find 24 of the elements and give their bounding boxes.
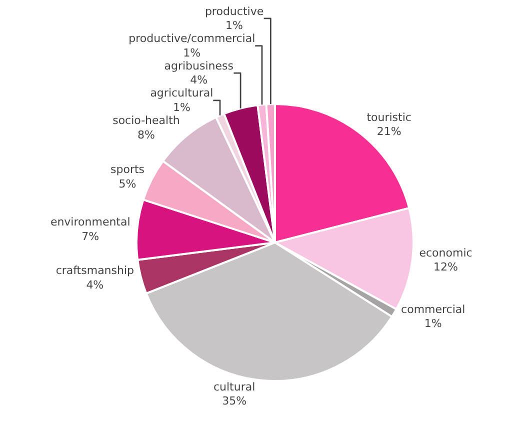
slice-label: commercial bbox=[401, 302, 466, 316]
data-label: 1% bbox=[172, 101, 190, 114]
data-label: 8% bbox=[137, 128, 155, 142]
slice-label: productive bbox=[204, 4, 264, 18]
data-label: 1% bbox=[424, 317, 442, 330]
data-label: 21% bbox=[376, 125, 402, 138]
slice-label: sports bbox=[110, 163, 145, 176]
slice-label: economic bbox=[419, 246, 472, 260]
slice-label: craftsmanship bbox=[56, 264, 134, 278]
slice-label: productive/commercial bbox=[128, 32, 256, 46]
data-label: 35% bbox=[222, 394, 247, 408]
slice-label: touristic bbox=[366, 110, 412, 124]
data-label: 7% bbox=[82, 230, 100, 243]
slice-label: agricultural bbox=[150, 86, 214, 100]
slice-label: socio-health bbox=[112, 114, 180, 128]
data-label: 5% bbox=[118, 177, 136, 190]
data-label: 1% bbox=[183, 46, 201, 60]
data-label: 1% bbox=[226, 19, 244, 32]
data-label: 12% bbox=[434, 260, 458, 274]
data-label: 4% bbox=[190, 74, 208, 87]
data-label: 4% bbox=[86, 278, 104, 292]
slice-label: environmental bbox=[50, 216, 130, 229]
slice-label: cultural bbox=[213, 380, 256, 394]
slice-label: agribusiness bbox=[164, 59, 234, 72]
